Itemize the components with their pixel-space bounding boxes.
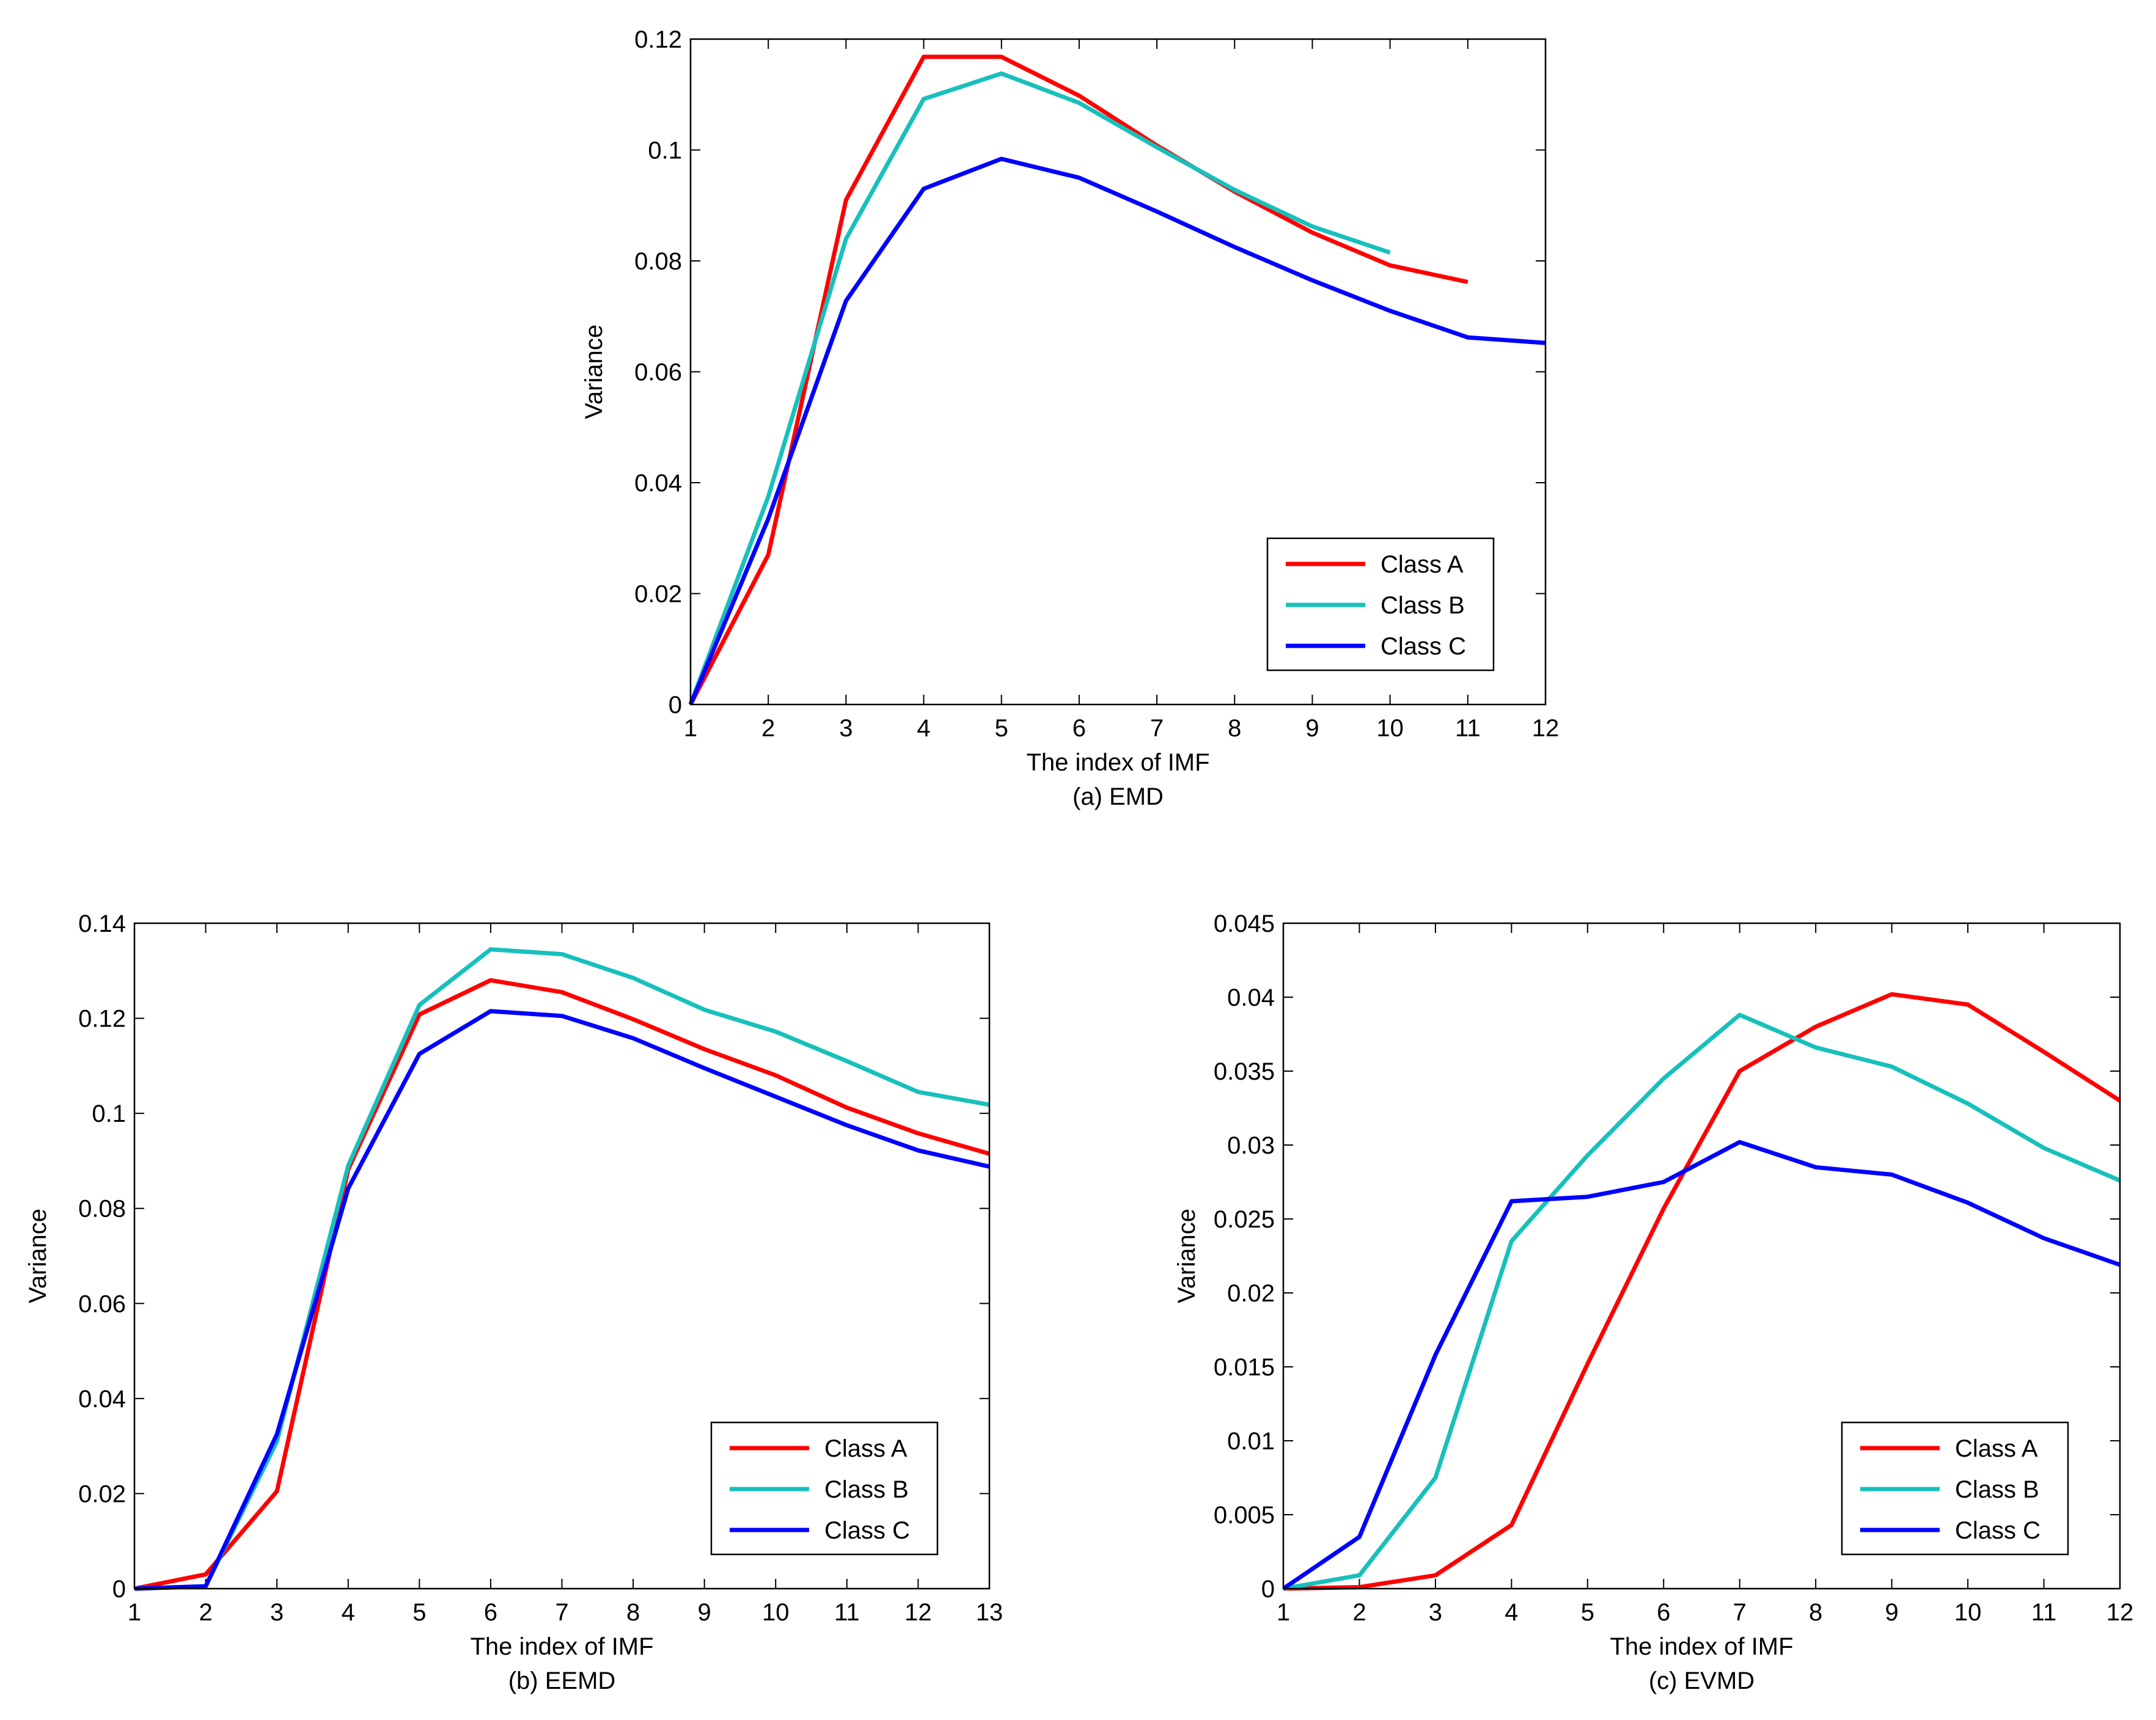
- y-axis-label: Variance: [1173, 1209, 1200, 1303]
- chart-caption: (b) EEMD: [508, 1667, 616, 1694]
- y-tick-label: 0: [1261, 1576, 1275, 1603]
- y-tick-label: 0: [112, 1576, 126, 1603]
- x-tick-label: 5: [1581, 1599, 1594, 1626]
- axes-frame: [133, 922, 991, 1590]
- y-tick-label: 0.045: [1214, 910, 1275, 937]
- series-line-class-a: [134, 978, 990, 1591]
- x-tick-label: 6: [1072, 715, 1086, 742]
- x-tick-label: 10: [1376, 715, 1404, 742]
- x-tick-label: 11: [1455, 715, 1481, 742]
- y-tick-label: 0.04: [78, 1386, 126, 1413]
- x-tick-label: 2: [761, 715, 775, 742]
- y-tick-label: 0.1: [92, 1100, 126, 1127]
- chart-panel-2: 1 2 3 4 5 6 7 8 9 10 11 12 1300.020.040.060.080.10.1…: [24, 910, 1003, 1694]
- legend-label: Class C: [824, 1517, 910, 1544]
- legend-label: Class B: [1380, 592, 1465, 619]
- x-tick-label: 9: [698, 1599, 711, 1626]
- series-line-class-c: [134, 1009, 990, 1591]
- x-tick-label: 13: [976, 1599, 1003, 1626]
- y-tick-label: 0.14: [78, 910, 126, 937]
- y-tick-label: 0.02: [1227, 1280, 1275, 1307]
- y-tick-label: 0.03: [1227, 1132, 1275, 1159]
- legend-label: Class B: [1955, 1476, 2039, 1503]
- chart-panel-1: 1 2 3 4 5 6 7 8 9 10 11 1200.020.040.060.080.10.12T…: [581, 26, 1559, 810]
- legend-label: Class C: [1380, 633, 1466, 660]
- x-tick-label: 8: [626, 1599, 640, 1626]
- axes-frame: [689, 38, 1547, 706]
- x-tick-label: 8: [1228, 715, 1241, 742]
- chart-panel-3: 1 2 3 4 5 6 7 8 9 10 11 1200.0050.010.0150.020.0250…: [1173, 910, 2133, 1694]
- x-tick-label: 2: [1352, 1599, 1366, 1626]
- x-tick-label: 5: [413, 1599, 426, 1626]
- x-tick-label: 9: [1305, 715, 1319, 742]
- x-tick-label: 5: [995, 715, 1008, 742]
- x-tick-label: 12: [904, 1599, 932, 1626]
- y-tick-label: 0.06: [78, 1290, 126, 1317]
- series-line-class-c: [688, 156, 1546, 706]
- x-tick-label: 3: [1429, 1599, 1442, 1626]
- x-tick-label: 7: [1733, 1599, 1747, 1626]
- y-tick-label: 0.12: [78, 1006, 126, 1033]
- x-tick-label: 12: [2106, 1599, 2134, 1626]
- y-tick-label: 0.02: [78, 1480, 126, 1507]
- y-tick-label: 0.01: [1227, 1428, 1275, 1455]
- x-tick-label: 10: [762, 1599, 790, 1626]
- y-tick-label: 0.04: [1227, 984, 1275, 1011]
- x-tick-label: 9: [1885, 1599, 1899, 1626]
- x-tick-label: 4: [342, 1599, 355, 1626]
- x-tick-label: 7: [555, 1599, 568, 1626]
- y-tick-label: 0.035: [1214, 1058, 1275, 1085]
- legend-label: Class A: [824, 1435, 908, 1462]
- x-axis-label: The index of IMF: [470, 1633, 653, 1660]
- y-tick-label: 0.04: [634, 470, 682, 497]
- x-tick-label: 10: [1954, 1599, 1982, 1626]
- x-axis-label: The index of IMF: [1026, 749, 1209, 776]
- y-tick-label: 0.08: [78, 1196, 126, 1223]
- y-axis-label: Variance: [581, 324, 607, 419]
- x-tick-label: 6: [484, 1599, 497, 1626]
- x-axis-label: The index of IMF: [1610, 1633, 1793, 1660]
- series-line-class-b: [134, 947, 990, 1591]
- x-tick-label: 8: [1809, 1599, 1822, 1626]
- legend-label: Class A: [1955, 1435, 2038, 1462]
- y-tick-label: 0.02: [634, 581, 682, 608]
- legend-label: Class A: [1380, 551, 1464, 578]
- y-tick-label: 0.1: [648, 137, 682, 164]
- x-tick-label: 1: [1277, 1599, 1290, 1626]
- y-tick-label: 0.015: [1214, 1354, 1275, 1381]
- x-tick-label: 7: [1150, 715, 1164, 742]
- x-tick-label: 12: [1532, 715, 1560, 742]
- x-tick-label: 11: [2031, 1599, 2057, 1626]
- x-tick-label: 6: [1657, 1599, 1670, 1626]
- x-tick-label: 1: [128, 1599, 141, 1626]
- legend-label: Class C: [1955, 1517, 2041, 1544]
- x-tick-label: 11: [834, 1599, 860, 1626]
- series-line-class-b: [1283, 1012, 2121, 1591]
- y-tick-label: 0.08: [634, 248, 682, 275]
- chart-caption: (c) EVMD: [1649, 1667, 1755, 1694]
- x-tick-label: 1: [684, 715, 697, 742]
- series-line-class-a: [1283, 992, 2121, 1591]
- x-tick-label: 4: [917, 715, 930, 742]
- y-tick-label: 0.025: [1214, 1206, 1275, 1233]
- legend-label: Class B: [824, 1476, 909, 1503]
- x-tick-label: 3: [839, 715, 853, 742]
- y-tick-label: 0.005: [1214, 1502, 1275, 1529]
- chart-caption: (a) EMD: [1072, 783, 1164, 810]
- y-tick-label: 0.12: [634, 26, 682, 53]
- x-tick-label: 2: [199, 1599, 212, 1626]
- series-line-class-c: [1282, 1140, 2121, 1590]
- x-tick-label: 3: [270, 1599, 284, 1626]
- series-line-class-b: [688, 71, 1391, 706]
- y-tick-label: 0.06: [634, 359, 682, 386]
- x-tick-label: 4: [1505, 1599, 1518, 1626]
- y-tick-label: 0: [669, 692, 682, 719]
- axes-frame: [1282, 922, 2121, 1590]
- y-axis-label: Variance: [24, 1209, 51, 1303]
